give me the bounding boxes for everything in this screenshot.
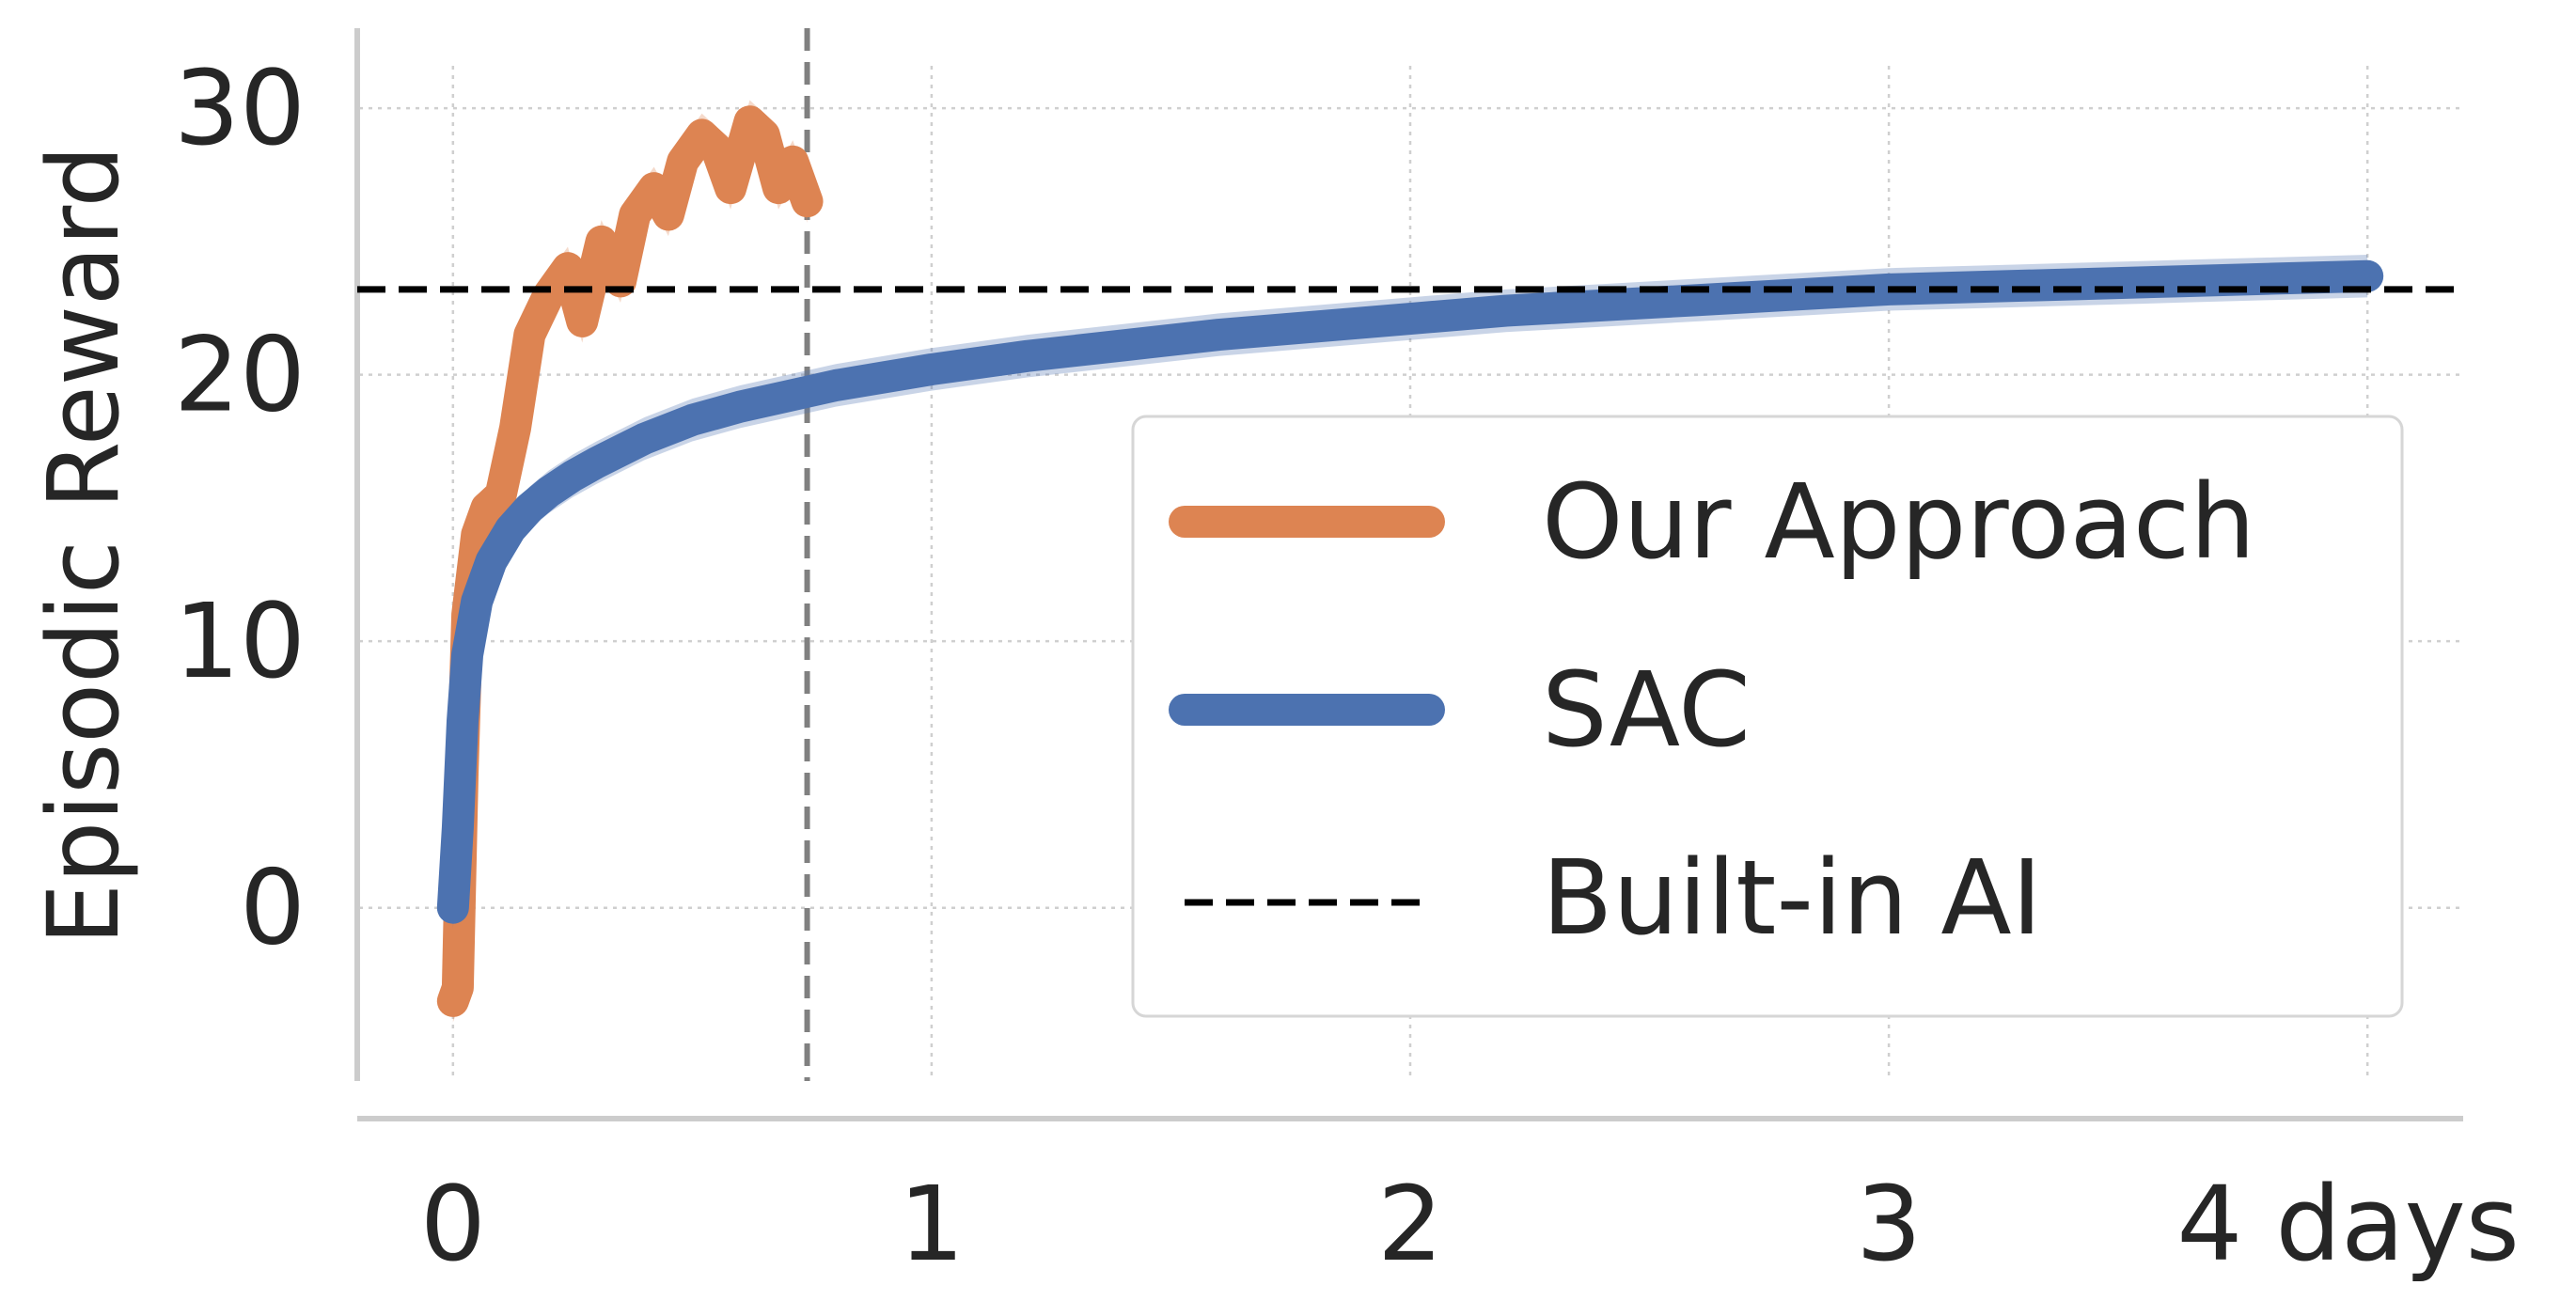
y-axis-label: Episodic Reward (26, 146, 141, 946)
y-tick-labels: 0 10 20 30 (174, 48, 306, 968)
legend-label: Our Approach (1542, 462, 2255, 582)
axis-spines (354, 28, 2463, 1121)
x-tick-label: 0 (420, 1164, 486, 1284)
legend-label: Built-in AI (1542, 838, 2042, 958)
legend-box (1131, 415, 2404, 1018)
x-tick-labels: 0 1 2 3 4 days (420, 1164, 2520, 1284)
grid-lines (359, 66, 2463, 1080)
legend: Our Approach SAC Built-in AI (1131, 415, 2404, 1018)
x-tick-label: 3 (1856, 1164, 1922, 1284)
y-tick-label: 20 (174, 315, 306, 435)
x-tick-label: 2 (1377, 1164, 1443, 1284)
legend-label: SAC (1542, 650, 1751, 770)
series-line-our-approach (436, 105, 824, 1017)
x-tick-label: 4 days (2176, 1164, 2520, 1284)
x-tick-label: 1 (899, 1164, 965, 1284)
y-tick-label: 10 (174, 581, 306, 701)
y-tick-label: 0 (240, 848, 306, 968)
y-tick-label: 30 (174, 48, 306, 168)
series-layer (357, 100, 2463, 1023)
